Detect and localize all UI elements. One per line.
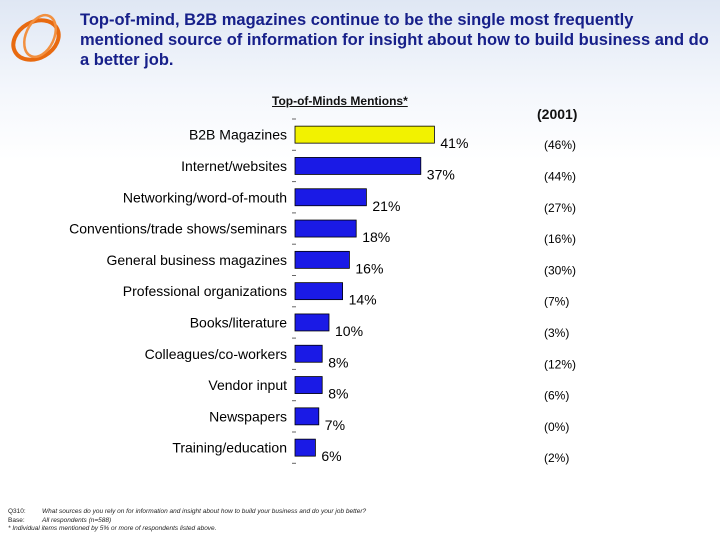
bar xyxy=(294,188,367,207)
category-label: Colleagues/co-workers xyxy=(145,346,287,362)
comparison-label: (44%) xyxy=(544,169,576,183)
category-label: Internet/websites xyxy=(181,158,287,174)
value-label: 14% xyxy=(349,292,377,308)
value-label: 21% xyxy=(372,198,400,214)
bar xyxy=(294,344,323,363)
value-label: 6% xyxy=(321,448,341,464)
chart-title: Top-of-Minds Mentions* xyxy=(272,94,408,108)
value-label: 10% xyxy=(335,323,363,339)
category-label: Networking/word-of-mouth xyxy=(123,189,287,205)
category-label: Vendor input xyxy=(208,377,287,393)
bar xyxy=(294,250,350,269)
comparison-year-header: (2001) xyxy=(537,106,578,122)
value-label: 8% xyxy=(328,386,348,402)
bar xyxy=(294,407,320,426)
value-label: 18% xyxy=(362,229,390,245)
category-label: Professional organizations xyxy=(123,283,287,299)
question-text: What sources do you rely on for informat… xyxy=(42,508,367,515)
comparison-label: (16%) xyxy=(544,232,576,246)
bar xyxy=(294,376,323,394)
value-label: 7% xyxy=(325,417,345,433)
comparison-label: (46%) xyxy=(544,138,576,152)
bar xyxy=(294,219,357,238)
question-key: Q310: xyxy=(8,508,26,515)
category-label: Training/education xyxy=(172,440,287,456)
comparison-label: (2%) xyxy=(544,451,569,465)
comparison-label: (3%) xyxy=(544,326,569,340)
bar xyxy=(294,157,422,175)
value-label: 37% xyxy=(427,166,455,182)
category-label: Conventions/trade shows/seminars xyxy=(69,221,287,237)
bar xyxy=(294,313,330,332)
comparison-label: (6%) xyxy=(544,389,569,403)
comparison-label: (7%) xyxy=(544,295,569,309)
value-label: 8% xyxy=(328,354,348,370)
value-label: 41% xyxy=(440,135,468,151)
footnotes: Q310: What sources do you rely on for in… xyxy=(8,508,366,534)
category-label: General business magazines xyxy=(106,252,287,268)
value-label: 16% xyxy=(355,260,383,276)
category-label: Newspapers xyxy=(209,408,287,424)
comparison-label: (0%) xyxy=(544,420,569,434)
bar xyxy=(294,438,316,457)
comparison-label: (30%) xyxy=(544,263,576,277)
base-key: Base: xyxy=(8,516,25,524)
category-label: Books/literature xyxy=(190,314,287,330)
bar xyxy=(294,125,435,144)
base-text: All respondents (n=588) xyxy=(42,516,112,524)
company-logo xyxy=(11,13,61,62)
page-headline: Top-of-mind, B2B magazines continue to b… xyxy=(80,11,709,69)
bar xyxy=(294,282,343,301)
footnote-asterisk: * Individual items mentioned by 5% or mo… xyxy=(8,525,217,533)
category-label: B2B Magazines xyxy=(189,127,287,143)
comparison-label: (12%) xyxy=(544,357,576,371)
comparison-label: (27%) xyxy=(544,201,576,215)
